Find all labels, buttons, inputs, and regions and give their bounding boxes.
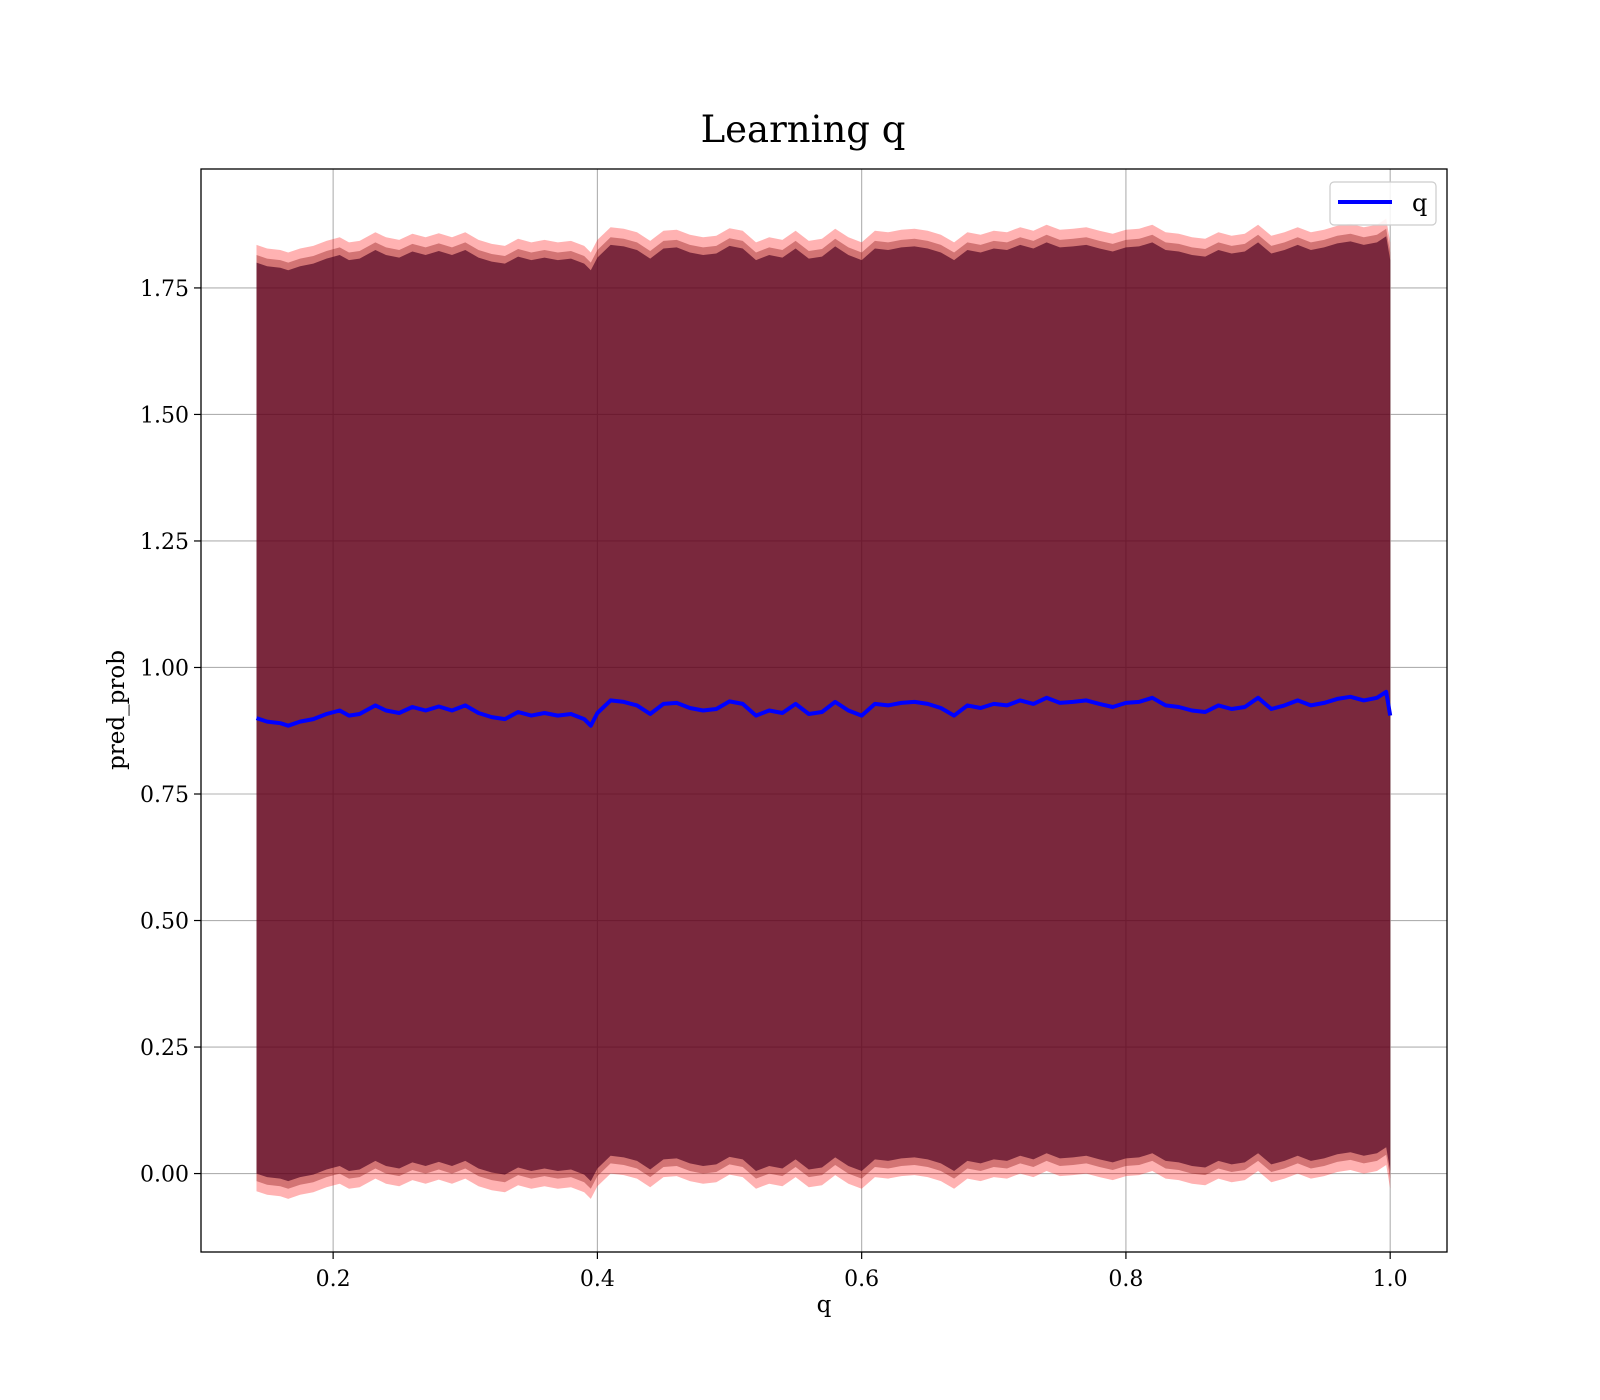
x-axis-label: q xyxy=(817,1292,832,1318)
x-tick-label: 0.4 xyxy=(580,1267,615,1292)
legend-label-q: q xyxy=(1412,189,1427,217)
x-tick-label: 0.2 xyxy=(316,1267,351,1292)
x-tick-label: 0.6 xyxy=(844,1267,879,1292)
chart-title: Learning q xyxy=(701,108,906,151)
y-tick-label: 0.50 xyxy=(140,910,189,935)
x-axis-ticks: 0.2 0.4 0.6 0.8 1.0 xyxy=(316,1252,1408,1292)
x-tick-label: 1.0 xyxy=(1373,1267,1408,1292)
y-tick-label: 0.00 xyxy=(140,1163,189,1188)
y-tick-label: 1.50 xyxy=(140,403,189,428)
line-layer xyxy=(255,689,1393,728)
y-tick-label: 1.00 xyxy=(140,656,189,681)
plot-frame xyxy=(200,168,1448,1253)
y-axis-label: pred_prob xyxy=(104,650,130,770)
legend: q xyxy=(1329,181,1437,226)
x-tick-label: 0.8 xyxy=(1108,1267,1143,1292)
series-line-q xyxy=(255,689,1393,728)
y-tick-label: 1.75 xyxy=(140,277,189,302)
y-tick-label: 1.25 xyxy=(140,530,189,555)
y-tick-label: 0.25 xyxy=(140,1036,189,1061)
y-axis-ticks: 0.00 0.25 0.50 0.75 1.00 1.25 1.50 1.75 xyxy=(140,277,201,1188)
y-tick-label: 0.75 xyxy=(140,783,189,808)
